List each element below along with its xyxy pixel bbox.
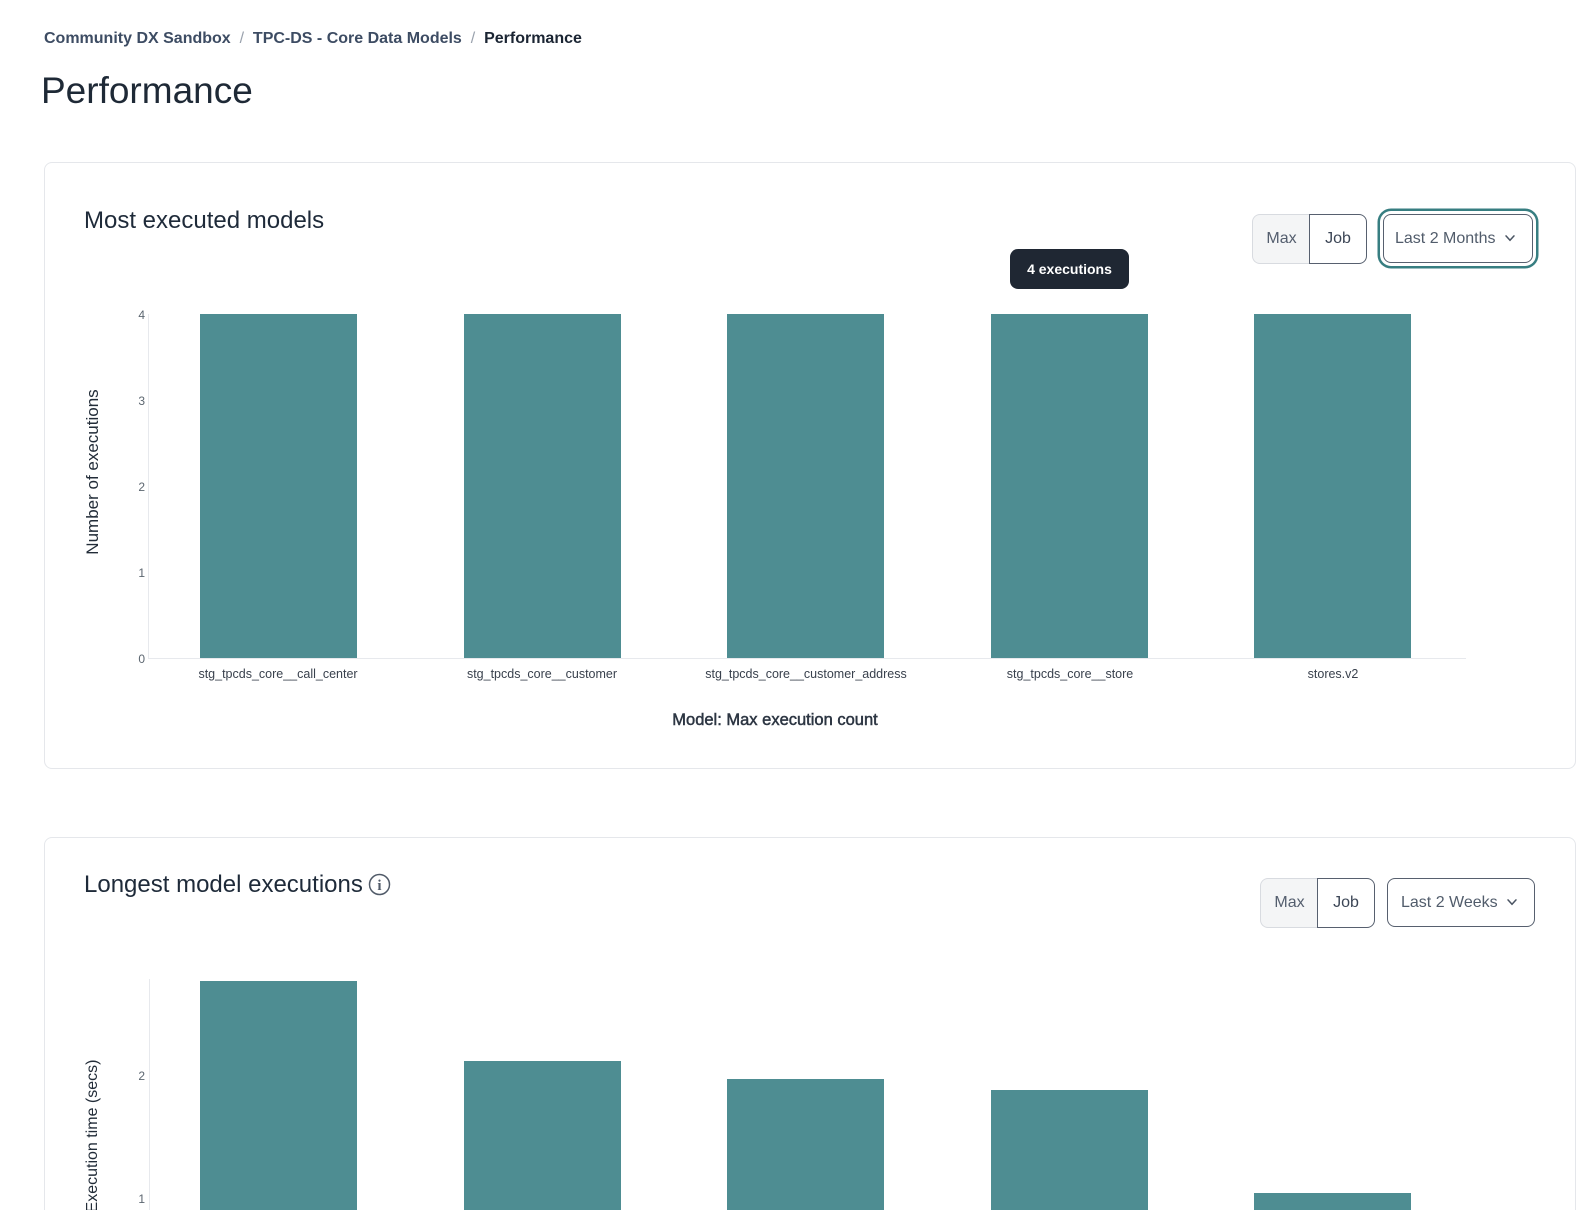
svg-text:i: i	[377, 878, 381, 894]
